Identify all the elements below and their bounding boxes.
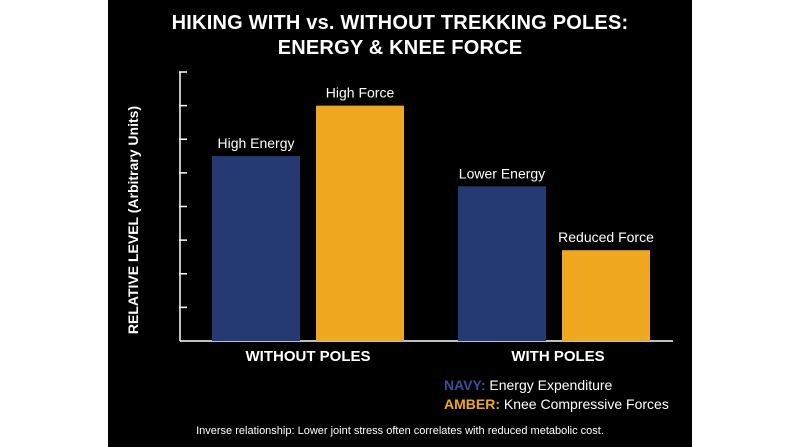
chart-title-line2: ENERGY & KNEE FORCE [277, 37, 523, 59]
bar-chart: High Energy High Force WITHOUT POLES Lower … [179, 71, 673, 365]
chart-title-line1: HIKING WITH vs. WITHOUT TREKKING POLES: [171, 12, 629, 34]
legend-item-force: AMBER: Knee Compressive Forces [444, 396, 669, 412]
footnote: Inverse relationship: Lower joint stress… [196, 425, 604, 437]
bar-label: High Force [326, 85, 395, 101]
bar-force-without-poles [316, 105, 404, 341]
bar-energy-without-poles [212, 156, 300, 341]
legend-key-navy: NAVY: [444, 377, 486, 393]
bar-label: High Energy [217, 135, 294, 151]
bar-label: Reduced Force [558, 229, 654, 245]
chart-canvas: HIKING WITH vs. WITHOUT TREKKING POLES: … [108, 0, 692, 447]
legend-item-energy: NAVY: Energy Expenditure [444, 377, 612, 393]
bar-label: Lower Energy [459, 165, 545, 181]
bar-energy-with-poles [458, 186, 546, 341]
legend-text-energy: Energy Expenditure [489, 377, 613, 393]
bar-force-with-poles [562, 250, 650, 341]
legend-text-force: Knee Compressive Forces [503, 396, 669, 412]
legend-key-amber: AMBER: [444, 396, 500, 412]
x-tick-label: WITHOUT POLES [246, 348, 371, 365]
x-tick-label: WITH POLES [511, 348, 604, 365]
